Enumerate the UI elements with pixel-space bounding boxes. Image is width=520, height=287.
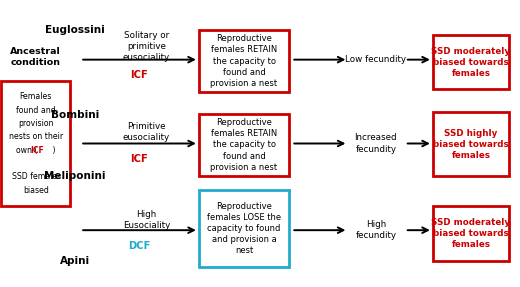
Text: Increased
fecundity: Increased fecundity — [355, 133, 397, 154]
Text: SSD highly
biased towards
females: SSD highly biased towards females — [433, 129, 509, 160]
Text: Meliponini: Meliponini — [44, 171, 106, 181]
FancyBboxPatch shape — [199, 30, 289, 92]
Text: own (      ): own ( ) — [16, 146, 56, 155]
Text: found and: found and — [16, 106, 56, 115]
Text: provision: provision — [18, 119, 54, 128]
FancyBboxPatch shape — [199, 190, 289, 267]
Text: Bombini: Bombini — [51, 110, 99, 120]
FancyBboxPatch shape — [433, 206, 509, 261]
FancyBboxPatch shape — [433, 36, 509, 90]
FancyBboxPatch shape — [2, 81, 70, 206]
Text: Reproductive
females LOSE the
capacity to found
and provision a
nest: Reproductive females LOSE the capacity t… — [207, 202, 281, 255]
Text: ICF: ICF — [131, 154, 148, 164]
Text: Apini: Apini — [60, 257, 90, 266]
Text: Ancestral
condition: Ancestral condition — [10, 47, 61, 67]
Text: SSD female-: SSD female- — [12, 172, 60, 181]
Text: SSD moderately
biased towards
females: SSD moderately biased towards females — [432, 218, 511, 249]
FancyBboxPatch shape — [199, 114, 289, 176]
Text: Reproductive
females RETAIN
the capacity to
found and
provision a nest: Reproductive females RETAIN the capacity… — [211, 34, 278, 88]
Text: Reproductive
females RETAIN
the capacity to
found and
provision a nest: Reproductive females RETAIN the capacity… — [211, 118, 278, 172]
Text: ICF: ICF — [30, 146, 44, 155]
Text: nests on their: nests on their — [9, 132, 63, 141]
Text: Females: Females — [20, 92, 52, 101]
Text: High
Eusociality: High Eusociality — [123, 210, 170, 230]
Text: DCF: DCF — [128, 241, 151, 251]
Text: Solitary or
primitive
eusociality: Solitary or primitive eusociality — [123, 31, 170, 63]
Text: ICF: ICF — [131, 70, 148, 80]
Text: Low fecundity: Low fecundity — [345, 55, 406, 64]
Text: High
fecundity: High fecundity — [355, 220, 396, 240]
Text: SSD moderately
biased towards
females: SSD moderately biased towards females — [432, 47, 511, 78]
Text: Primitive
eusociality: Primitive eusociality — [123, 122, 170, 142]
Text: biased: biased — [23, 186, 49, 195]
FancyBboxPatch shape — [433, 112, 509, 176]
Text: Euglossini: Euglossini — [45, 25, 105, 35]
